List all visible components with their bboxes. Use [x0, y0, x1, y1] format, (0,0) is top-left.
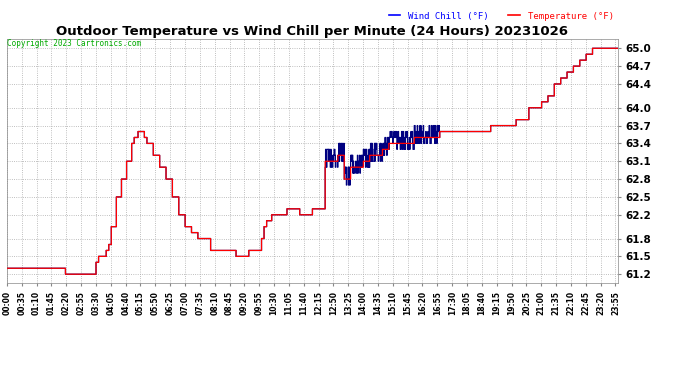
Text: Copyright 2023 Cartronics.com: Copyright 2023 Cartronics.com — [7, 39, 141, 48]
Legend: Wind Chill (°F), Temperature (°F): Wind Chill (°F), Temperature (°F) — [385, 8, 618, 24]
Title: Outdoor Temperature vs Wind Chill per Minute (24 Hours) 20231026: Outdoor Temperature vs Wind Chill per Mi… — [56, 25, 569, 38]
